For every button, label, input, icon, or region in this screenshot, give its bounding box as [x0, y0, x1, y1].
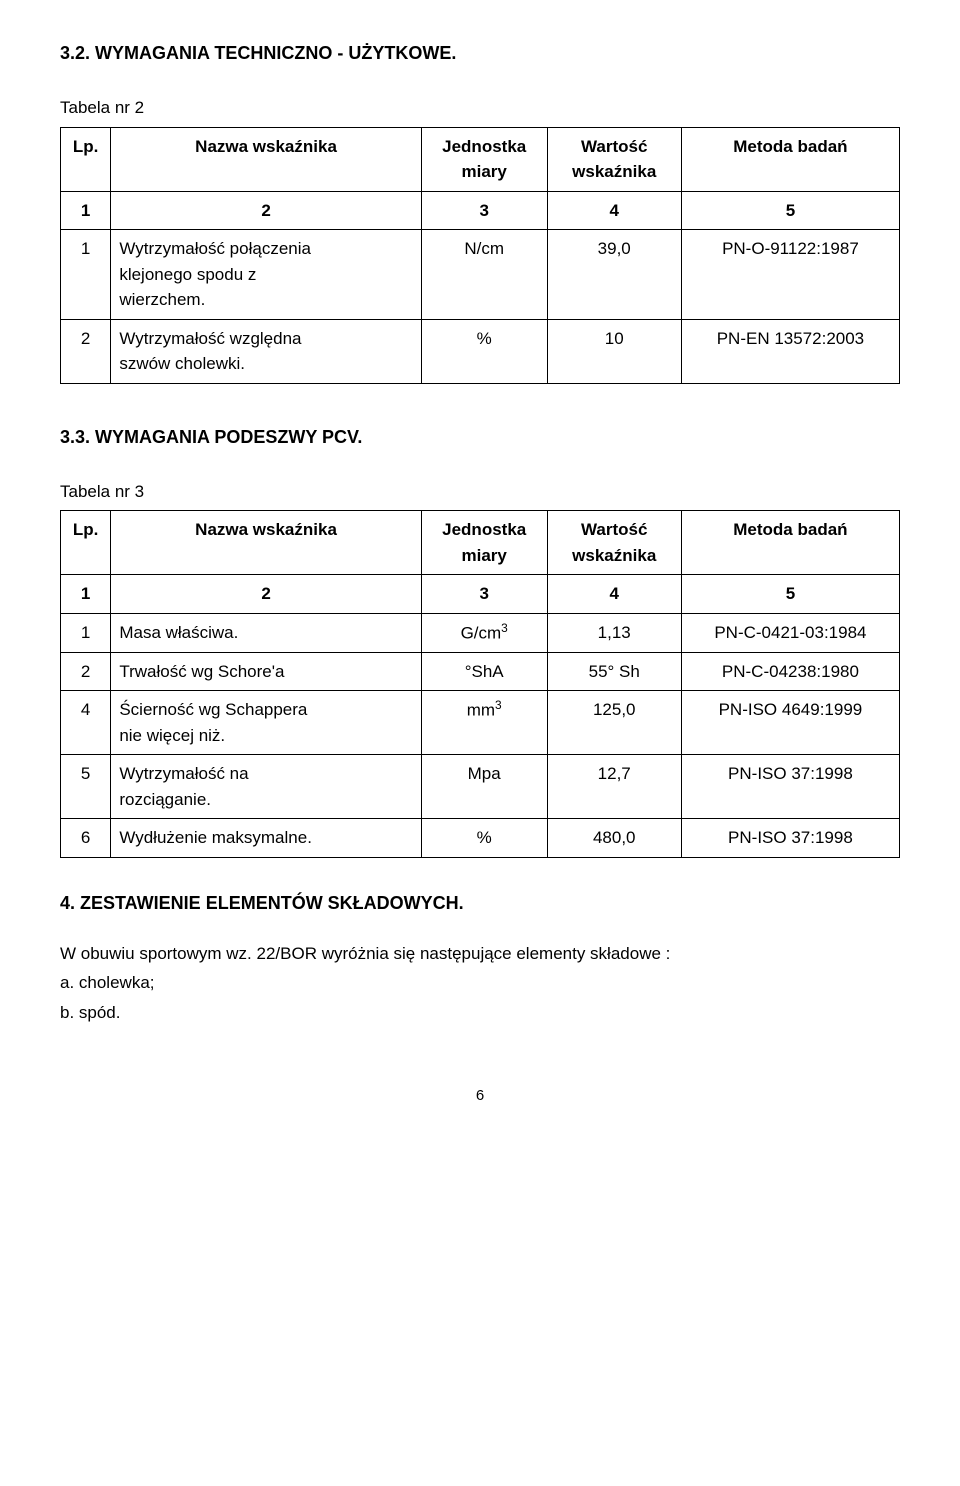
t2r1-name-l2: klejonego spodu z [119, 262, 412, 288]
table-2-row-2: 2 Wytrzymałość względna szwów cholewki. … [61, 319, 900, 383]
t3-th-value: Wartość wskaźnika [547, 511, 681, 575]
th-method: Metoda badań [681, 127, 899, 191]
t3r5-method: PN-ISO 37:1998 [681, 819, 899, 858]
th-value: Wartość wskaźnika [547, 127, 681, 191]
t3r4-lp: 5 [61, 755, 111, 819]
section-4-intro: W obuwiu sportowym wz. 22/BOR wyróżnia s… [60, 941, 900, 967]
t3r4-name-l1: Wytrzymałość na [119, 761, 412, 787]
t3r5-val: 480,0 [547, 819, 681, 858]
table-3-header-row: Lp. Nazwa wskaźnika Jednostka miary Wart… [61, 511, 900, 575]
t3r1-unit: G/cm3 [421, 613, 547, 652]
t2r1-name-l1: Wytrzymałość połączenia [119, 236, 412, 262]
t3-th-unit-l2: miary [430, 543, 539, 569]
t3r4-val: 12,7 [547, 755, 681, 819]
t2r2-val: 10 [547, 319, 681, 383]
numrow-1: 1 [61, 191, 111, 230]
section-3-3-title: 3.3. WYMAGANIA PODESZWY PCV. [60, 424, 900, 451]
t2r2-name-l2: szwów cholewki. [119, 351, 412, 377]
t3-th-value-l2: wskaźnika [556, 543, 673, 569]
t3r3-lp: 4 [61, 691, 111, 755]
t3r3-name-l1: Ścierność wg Schappera [119, 697, 412, 723]
t3r3-unit: mm3 [421, 691, 547, 755]
th-lp: Lp. [61, 127, 111, 191]
t3r5-lp: 6 [61, 819, 111, 858]
page-number: 6 [60, 1085, 900, 1108]
t3r3-name-l2: nie więcej niż. [119, 723, 412, 749]
t3r2-name: Trwałość wg Schore'a [111, 652, 421, 691]
t3-numrow-4: 4 [547, 575, 681, 614]
numrow-3: 3 [421, 191, 547, 230]
section-4-title: 4. ZESTAWIENIE ELEMENTÓW SKŁADOWYCH. [60, 890, 900, 917]
t3-th-unit-l1: Jednostka [430, 517, 539, 543]
table-3-row-2: 2 Trwałość wg Schore'a °ShA 55° Sh PN-C-… [61, 652, 900, 691]
t2r1-unit: N/cm [421, 230, 547, 320]
table-3-row-4: 5 Wytrzymałość na rozciąganie. Mpa 12,7 … [61, 755, 900, 819]
t3-th-method: Metoda badań [681, 511, 899, 575]
th-value-line1: Wartość [556, 134, 673, 160]
t2r1-lp: 1 [61, 230, 111, 320]
t2r2-name-l1: Wytrzymałość względna [119, 326, 412, 352]
t3-numrow-1: 1 [61, 575, 111, 614]
t3-numrow-2: 2 [111, 575, 421, 614]
t3r2-unit: °ShA [421, 652, 547, 691]
th-unit-line2: miary [430, 159, 539, 185]
table-2-caption: Tabela nr 2 [60, 95, 900, 121]
table-3-numrow: 1 2 3 4 5 [61, 575, 900, 614]
section-4-item-a: a. cholewka; [60, 970, 900, 996]
t2r1-name: Wytrzymałość połączenia klejonego spodu … [111, 230, 421, 320]
table-2: Lp. Nazwa wskaźnika Jednostka miary Wart… [60, 127, 900, 384]
table-2-row-1: 1 Wytrzymałość połączenia klejonego spod… [61, 230, 900, 320]
t3-numrow-3: 3 [421, 575, 547, 614]
th-unit-line1: Jednostka [430, 134, 539, 160]
t3-th-lp: Lp. [61, 511, 111, 575]
table-3-row-1: 1 Masa właściwa. G/cm3 1,13 PN-C-0421-03… [61, 613, 900, 652]
t2r1-method: PN-O-91122:1987 [681, 230, 899, 320]
t3r3-val: 125,0 [547, 691, 681, 755]
t2r1-name-l3: wierzchem. [119, 287, 412, 313]
t3r1-lp: 1 [61, 613, 111, 652]
t2r2-method: PN-EN 13572:2003 [681, 319, 899, 383]
table-3-row-3: 4 Ścierność wg Schappera nie więcej niż.… [61, 691, 900, 755]
t3r1-name: Masa właściwa. [111, 613, 421, 652]
t3r5-name: Wydłużenie maksymalne. [111, 819, 421, 858]
t3r2-lp: 2 [61, 652, 111, 691]
t3-th-unit: Jednostka miary [421, 511, 547, 575]
th-unit: Jednostka miary [421, 127, 547, 191]
t3r4-name-l2: rozciąganie. [119, 787, 412, 813]
th-value-line2: wskaźnika [556, 159, 673, 185]
section-4-item-b: b. spód. [60, 1000, 900, 1026]
table-3: Lp. Nazwa wskaźnika Jednostka miary Wart… [60, 510, 900, 858]
table-2-numrow: 1 2 3 4 5 [61, 191, 900, 230]
t3r4-method: PN-ISO 37:1998 [681, 755, 899, 819]
t3r1-method: PN-C-0421-03:1984 [681, 613, 899, 652]
t3r4-name: Wytrzymałość na rozciąganie. [111, 755, 421, 819]
t3r2-method: PN-C-04238:1980 [681, 652, 899, 691]
th-name: Nazwa wskaźnika [111, 127, 421, 191]
t3r3-method: PN-ISO 4649:1999 [681, 691, 899, 755]
t2r2-lp: 2 [61, 319, 111, 383]
t2r1-val: 39,0 [547, 230, 681, 320]
t3-th-value-l1: Wartość [556, 517, 673, 543]
t3r1-val: 1,13 [547, 613, 681, 652]
numrow-2: 2 [111, 191, 421, 230]
numrow-5: 5 [681, 191, 899, 230]
t2r2-unit: % [421, 319, 547, 383]
t2r2-name: Wytrzymałość względna szwów cholewki. [111, 319, 421, 383]
table-3-caption: Tabela nr 3 [60, 479, 900, 505]
t3r5-unit: % [421, 819, 547, 858]
t3-numrow-5: 5 [681, 575, 899, 614]
section-3-2-title: 3.2. WYMAGANIA TECHNICZNO - UŻYTKOWE. [60, 40, 900, 67]
t3r4-unit: Mpa [421, 755, 547, 819]
numrow-4: 4 [547, 191, 681, 230]
table-3-row-5: 6 Wydłużenie maksymalne. % 480,0 PN-ISO … [61, 819, 900, 858]
t3r2-val: 55° Sh [547, 652, 681, 691]
table-2-header-row: Lp. Nazwa wskaźnika Jednostka miary Wart… [61, 127, 900, 191]
t3-th-name: Nazwa wskaźnika [111, 511, 421, 575]
t3r3-name: Ścierność wg Schappera nie więcej niż. [111, 691, 421, 755]
